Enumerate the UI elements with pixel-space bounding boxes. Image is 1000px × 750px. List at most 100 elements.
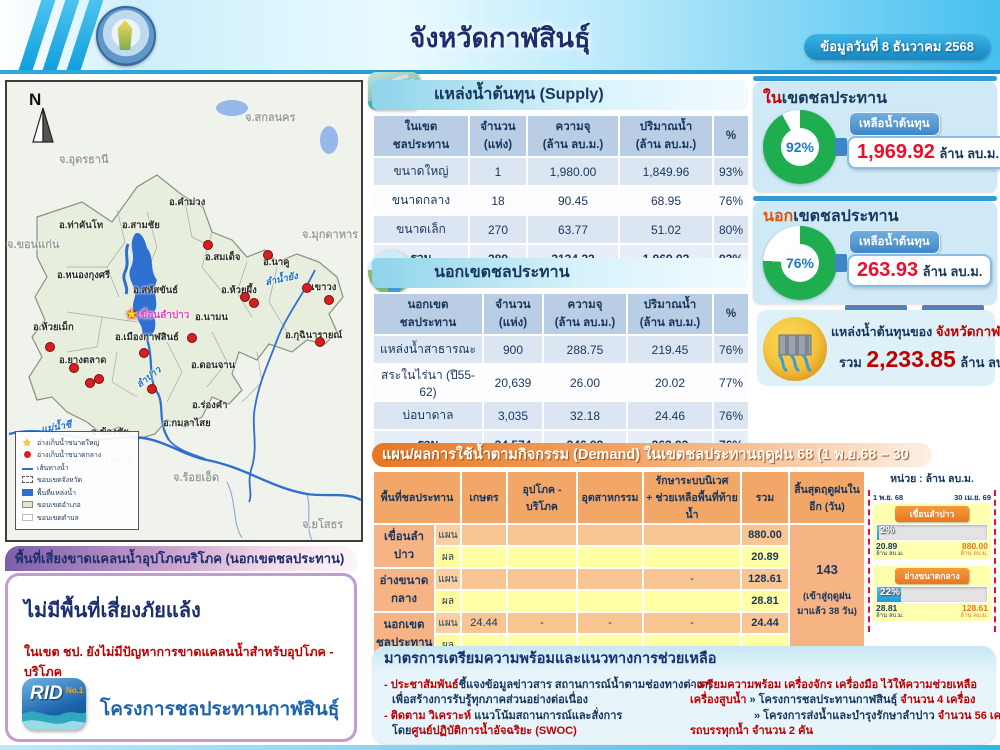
reservoir-dot	[187, 333, 197, 343]
subdistrict-swatch-icon	[21, 513, 33, 523]
large-reservoir-star-icon: ★	[125, 306, 139, 323]
progress-track: 22%	[876, 586, 988, 603]
outside-table: นอกเขต ชลประทาน จำนวน (แห่ง) ความจุ (ล้า…	[372, 292, 750, 460]
decor-bar	[845, 305, 907, 312]
total-supply-caption: แหล่งน้ำต้นทุนของ จังหวัดกาฬสินธุ์	[831, 324, 1000, 339]
table-row: ขนาดใหญ่ 1 1,980.00 1,849.96 93%	[372, 156, 750, 187]
map-label-district: อ.สหัสขันธ์	[133, 285, 178, 296]
in-zone-panel: ในเขตชลประทาน 92% เหลือน้ำต้นทุน 1,969.9…	[753, 82, 1000, 192]
total-supply-panel: แหล่งน้ำต้นทุนของ จังหวัดกาฬสินธุ์ รวม 2…	[757, 310, 1000, 386]
donut-percent: 76%	[785, 255, 815, 271]
data-date-ribbon: ข้อมูลวันที่ 8 ธันวาคม 2568	[804, 34, 990, 60]
col-header: ความจุ (ล้าน ลบ.ม.)	[526, 114, 620, 158]
col-header: รวม	[740, 470, 790, 525]
measures-title: มาตรการเตรียมความพร้อมและแนวทางการช่วยเห…	[372, 646, 996, 672]
plan-value: 128.61 ล้าน ลบ.ม.	[960, 603, 988, 619]
reservoir-dot	[263, 250, 273, 260]
in-zone-title: ในเขตชลประทาน	[763, 90, 888, 107]
measures-right-column: - เตรียมความพร้อม เครื่องจักร เครื่องมือ…	[690, 679, 1000, 738]
district-swatch-icon	[21, 501, 33, 510]
chart-end-date: 30 เม.ย. 69	[954, 493, 991, 502]
bar-label: อ่างขนาดกลาง	[895, 568, 969, 584]
no-drought-headline: ไม่มีพื้นที่เสี่ยงภัยแล้ง	[24, 600, 201, 622]
map-label-dam: เขื่อนลำปาว	[137, 310, 190, 321]
map-legend: ★ อ่างเก็บน้ำขนาดใหญ่ อ่างเก็บน้ำขนาดกลา…	[15, 431, 139, 530]
actual-value: 28.81 ล้าน ลบ.ม.	[876, 603, 904, 619]
reservoir-dot	[45, 342, 55, 352]
demand-table: พื้นที่ชลประทาน เกษตร อุปโภค - บริโภค อุ…	[372, 470, 866, 657]
reservoir-dot	[69, 363, 79, 373]
measures-left-column: - ประชาสัมพันธ์ชี้แจงข้อมูลข่าวสาร สถานก…	[384, 679, 712, 738]
col-header: อุปโภค - บริโภค	[506, 470, 578, 525]
reservoir-dot	[240, 292, 250, 302]
section-divider-bar	[753, 76, 997, 81]
col-header: นอกเขต ชลประทาน	[372, 292, 484, 336]
rid-project-logo: RID No.1	[22, 678, 86, 730]
in-zone-donut-chart: 92%	[763, 110, 837, 184]
remaining-badge: เหลือน้ำต้นทุน	[849, 230, 940, 254]
map-label-district: อ.สามชัย	[122, 220, 160, 231]
dashed-box-icon	[21, 476, 33, 485]
usage-progress-chart: หน่วย : ล้าน ลบ.ม. 1 พ.ย. 68 30 เม.ย. 69…	[868, 470, 996, 638]
supply-table: ในเขต ชลประทาน จำนวน (แห่ง) ความจุ (ล้าน…	[372, 114, 750, 274]
progress-fill	[877, 587, 902, 602]
chart-unit-label: หน่วย : ล้าน ลบ.ม.	[890, 473, 974, 485]
map-label-province: จ.มุกดาหาร	[302, 229, 359, 241]
legend-item: อ่างเก็บน้ำขนาดกลาง	[21, 450, 133, 461]
demand-row-actual: ผล 20.89	[373, 545, 865, 569]
supply-section-title: แหล่งน้ำต้นทุน (Supply)	[372, 80, 748, 110]
table-row: แหล่งน้ำสาธารณะ 900 288.75 219.45 76%	[372, 334, 750, 365]
decor-bar	[922, 305, 984, 312]
plan-value: 880.00 ล้าน ลบ.ม.	[960, 541, 988, 557]
supply-header-row: ในเขต ชลประทาน จำนวน (แห่ง) ความจุ (ล้าน…	[372, 114, 750, 158]
bar-label: เขื่อนลำปาว	[895, 506, 969, 522]
table-row: ขนาดกลาง 18 90.45 68.95 76%	[372, 185, 750, 216]
seal-emblem-icon	[117, 20, 133, 50]
table-row: บ่อบาดาล 3,035 32.18 24.46 76%	[372, 400, 750, 431]
reservoir-dot	[85, 378, 95, 388]
col-header: จำนวน (แห่ง)	[468, 114, 528, 158]
donut-percent: 92%	[785, 139, 815, 155]
header-underline	[0, 70, 1000, 74]
col-header: พื้นที่ชลประทาน	[372, 470, 462, 525]
progress-fill	[877, 525, 880, 540]
col-header: จำนวน (แห่ง)	[482, 292, 544, 336]
demand-row-actual: ผล 28.81	[373, 589, 865, 613]
map-label-district: อ.เมืองกาฬสินธ์	[115, 332, 179, 343]
legend-item: ขอบเขตตำบล	[21, 513, 133, 524]
legend-item: พื้นที่แหล่งน้ำ	[21, 488, 133, 499]
season-endnote: 143 (เข้าสู่ฤดูฝน มาแล้ว 38 วัน)	[788, 523, 866, 657]
progress-track: 2%	[876, 524, 988, 541]
actual-value: 20.89 ล้าน ลบ.ม.	[876, 541, 904, 557]
map-label-district: อ.กมลาไสย	[163, 418, 211, 429]
legend-item: เส้นทางน้ำ	[21, 463, 133, 474]
compass-north: N	[29, 90, 42, 109]
demand-section-title: แผน/ผลการใช้น้ำตามกิจกรรม (Demand) ในเขต…	[372, 443, 932, 487]
col-header: สิ้นสุดฤดูฝนใน อีก (วัน)	[788, 470, 866, 525]
table-row: สระในไร่นา (ปี55-62) 20,639 26.00 20.02 77…	[372, 363, 750, 402]
legend-item: ขอบเขตจังหวัด	[21, 475, 133, 486]
legend-item: ขอบเขตอำเภอ	[21, 500, 133, 511]
reservoir-dot	[324, 295, 334, 305]
reservoir-dot	[147, 384, 157, 394]
map-label-district: อ.เขาวง	[303, 282, 337, 293]
organization-name: โครงการชลประทานกาฬสินธุ์	[100, 699, 340, 720]
in-zone-note: ในเขต ชป. ยังไม่มีปัญหาการขาดแคลนน้ำสำหร…	[24, 645, 334, 679]
map-label-district: อ.นามน	[195, 312, 228, 323]
out-zone-panel: นอกเขตชลประทาน 76% เหลือน้ำต้นทุน 263.93…	[753, 202, 997, 304]
map-label-district: อ.หนองกุงศรี	[57, 270, 110, 281]
dot-icon	[21, 451, 33, 460]
total-supply-value: รวม 2,233.85 ล้าน ลบ.ม.	[839, 346, 1000, 372]
map-label-district: อ.สมเด็จ	[205, 252, 241, 263]
legend-item: ★ อ่างเก็บน้ำขนาดใหญ่	[22, 437, 100, 449]
col-header: ความจุ (ล้าน ลบ.ม.)	[542, 292, 628, 336]
line-icon	[21, 465, 33, 472]
demand-row-plan: นอกเขต ชลประทาน แผน 24.44 - - - 24.44	[372, 611, 865, 657]
rid-department-seal-logo	[96, 6, 156, 66]
connector	[835, 254, 847, 272]
star-icon: ★	[22, 437, 32, 449]
col-header: %	[712, 114, 750, 158]
col-header: ปริมาณน้ำ (ล้าน ลบ.ม.)	[618, 114, 714, 158]
demand-row-plan: เขื่อนลำปาว แผน 880.00 143 (เข้าสู่ฤดูฝน…	[372, 523, 866, 657]
demand-header-row: พื้นที่ชลประทาน เกษตร อุปโภค - บริโภค อุ…	[372, 470, 866, 525]
